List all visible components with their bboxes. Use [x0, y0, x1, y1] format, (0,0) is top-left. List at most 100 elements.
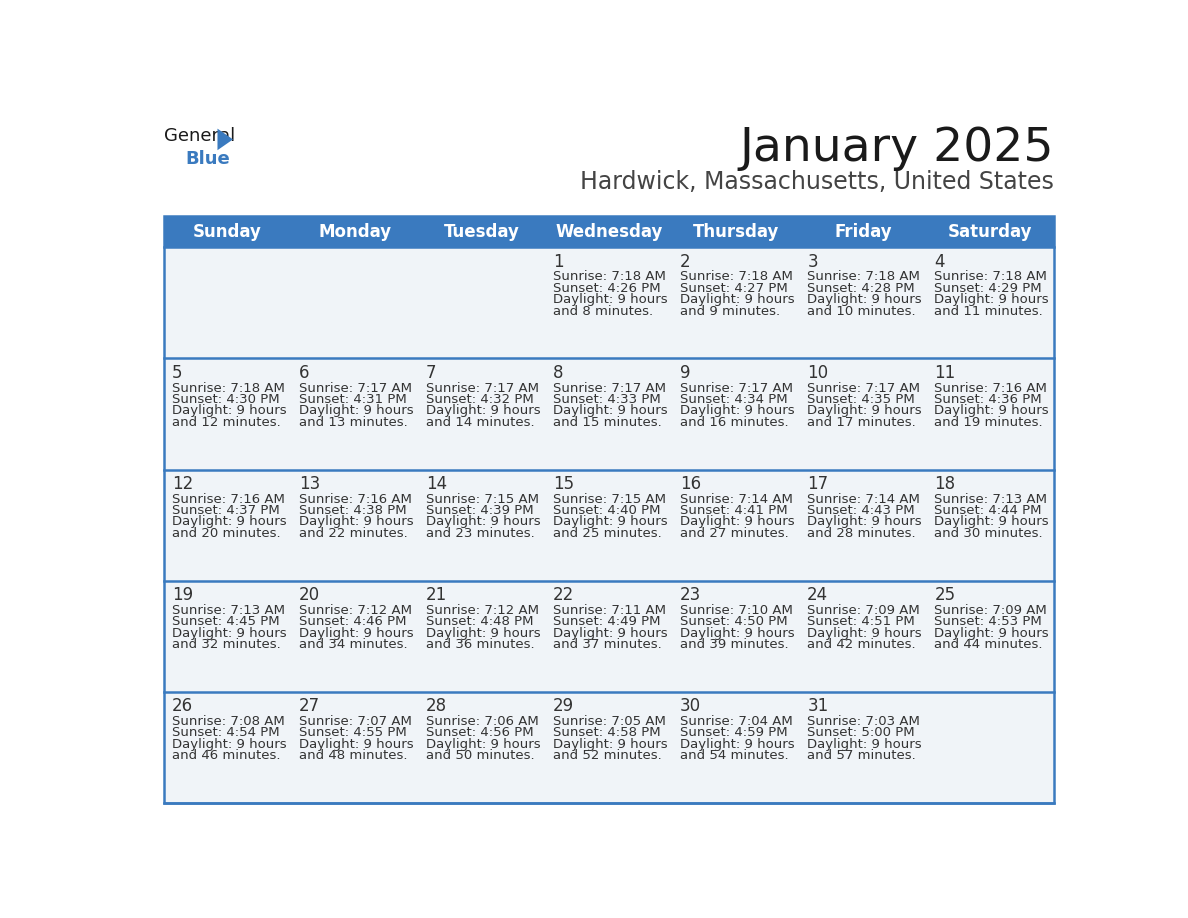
Text: Daylight: 9 hours: Daylight: 9 hours	[808, 516, 922, 529]
Text: Sunset: 4:53 PM: Sunset: 4:53 PM	[934, 615, 1042, 628]
Text: Daylight: 9 hours: Daylight: 9 hours	[808, 627, 922, 640]
Text: Sunset: 5:00 PM: Sunset: 5:00 PM	[808, 726, 915, 740]
Text: 13: 13	[299, 475, 320, 493]
Text: Sunset: 4:32 PM: Sunset: 4:32 PM	[426, 393, 533, 406]
Text: Daylight: 9 hours: Daylight: 9 hours	[681, 516, 795, 529]
Text: Sunrise: 7:05 AM: Sunrise: 7:05 AM	[554, 715, 666, 728]
Text: Daylight: 9 hours: Daylight: 9 hours	[808, 404, 922, 418]
Text: and 13 minutes.: and 13 minutes.	[299, 416, 407, 429]
Text: Daylight: 9 hours: Daylight: 9 hours	[554, 293, 668, 306]
Text: 19: 19	[172, 587, 192, 604]
Text: Sunrise: 7:18 AM: Sunrise: 7:18 AM	[934, 270, 1048, 284]
Text: Daylight: 9 hours: Daylight: 9 hours	[172, 627, 286, 640]
Text: Sunset: 4:27 PM: Sunset: 4:27 PM	[681, 282, 788, 295]
Text: and 12 minutes.: and 12 minutes.	[172, 416, 280, 429]
Text: Sunset: 4:51 PM: Sunset: 4:51 PM	[808, 615, 915, 628]
Text: Sunrise: 7:15 AM: Sunrise: 7:15 AM	[554, 493, 666, 506]
Text: and 16 minutes.: and 16 minutes.	[681, 416, 789, 429]
Text: Sunset: 4:35 PM: Sunset: 4:35 PM	[808, 393, 915, 406]
Text: 7: 7	[426, 364, 436, 382]
Text: 18: 18	[934, 475, 955, 493]
Text: 12: 12	[172, 475, 192, 493]
Text: 1: 1	[554, 252, 563, 271]
Text: and 44 minutes.: and 44 minutes.	[934, 638, 1043, 651]
Text: and 50 minutes.: and 50 minutes.	[426, 749, 535, 762]
Text: 5: 5	[172, 364, 182, 382]
Text: and 37 minutes.: and 37 minutes.	[554, 638, 662, 651]
Text: Sunset: 4:40 PM: Sunset: 4:40 PM	[554, 504, 661, 517]
Text: Sunset: 4:37 PM: Sunset: 4:37 PM	[172, 504, 279, 517]
Text: 25: 25	[934, 587, 955, 604]
Text: 20: 20	[299, 587, 320, 604]
Text: Sunrise: 7:04 AM: Sunrise: 7:04 AM	[681, 715, 792, 728]
Text: Sunset: 4:41 PM: Sunset: 4:41 PM	[681, 504, 788, 517]
Text: 9: 9	[681, 364, 690, 382]
Text: Daylight: 9 hours: Daylight: 9 hours	[681, 293, 795, 306]
Text: General: General	[164, 127, 235, 145]
Text: and 23 minutes.: and 23 minutes.	[426, 527, 535, 540]
Text: and 14 minutes.: and 14 minutes.	[426, 416, 535, 429]
Text: Tuesday: Tuesday	[444, 223, 519, 241]
Text: Sunset: 4:56 PM: Sunset: 4:56 PM	[426, 726, 533, 740]
Text: Sunrise: 7:13 AM: Sunrise: 7:13 AM	[934, 493, 1048, 506]
Text: Sunrise: 7:14 AM: Sunrise: 7:14 AM	[681, 493, 794, 506]
Text: Sunrise: 7:17 AM: Sunrise: 7:17 AM	[808, 382, 921, 395]
Text: 24: 24	[808, 587, 828, 604]
Text: Sunrise: 7:08 AM: Sunrise: 7:08 AM	[172, 715, 284, 728]
Text: Sunset: 4:45 PM: Sunset: 4:45 PM	[172, 615, 279, 628]
Text: and 39 minutes.: and 39 minutes.	[681, 638, 789, 651]
Text: Sunset: 4:44 PM: Sunset: 4:44 PM	[934, 504, 1042, 517]
Text: Sunset: 4:28 PM: Sunset: 4:28 PM	[808, 282, 915, 295]
Text: Sunset: 4:59 PM: Sunset: 4:59 PM	[681, 726, 788, 740]
Text: Daylight: 9 hours: Daylight: 9 hours	[934, 293, 1049, 306]
Text: Daylight: 9 hours: Daylight: 9 hours	[172, 516, 286, 529]
Text: Sunset: 4:43 PM: Sunset: 4:43 PM	[808, 504, 915, 517]
Text: January 2025: January 2025	[739, 126, 1054, 171]
Text: Sunrise: 7:17 AM: Sunrise: 7:17 AM	[426, 382, 539, 395]
Text: and 17 minutes.: and 17 minutes.	[808, 416, 916, 429]
Text: and 22 minutes.: and 22 minutes.	[299, 527, 407, 540]
Text: 3: 3	[808, 252, 817, 271]
Text: 4: 4	[934, 252, 944, 271]
Text: 27: 27	[299, 698, 320, 715]
Text: Daylight: 9 hours: Daylight: 9 hours	[426, 738, 541, 751]
Text: Sunrise: 7:17 AM: Sunrise: 7:17 AM	[299, 382, 412, 395]
Text: 16: 16	[681, 475, 701, 493]
Text: and 27 minutes.: and 27 minutes.	[681, 527, 789, 540]
Text: Sunrise: 7:10 AM: Sunrise: 7:10 AM	[681, 604, 794, 617]
Text: 28: 28	[426, 698, 447, 715]
Text: Sunrise: 7:18 AM: Sunrise: 7:18 AM	[681, 270, 794, 284]
Text: 14: 14	[426, 475, 447, 493]
Text: 23: 23	[681, 587, 701, 604]
Text: 6: 6	[299, 364, 309, 382]
Text: 26: 26	[172, 698, 192, 715]
Text: Sunset: 4:39 PM: Sunset: 4:39 PM	[426, 504, 533, 517]
Text: Sunrise: 7:17 AM: Sunrise: 7:17 AM	[681, 382, 794, 395]
Text: and 52 minutes.: and 52 minutes.	[554, 749, 662, 762]
Text: Sunset: 4:55 PM: Sunset: 4:55 PM	[299, 726, 406, 740]
Text: Sunrise: 7:06 AM: Sunrise: 7:06 AM	[426, 715, 538, 728]
Text: Daylight: 9 hours: Daylight: 9 hours	[299, 738, 413, 751]
Bar	[164, 217, 1054, 803]
Text: Sunrise: 7:12 AM: Sunrise: 7:12 AM	[426, 604, 539, 617]
Text: Sunset: 4:49 PM: Sunset: 4:49 PM	[554, 615, 661, 628]
Text: Daylight: 9 hours: Daylight: 9 hours	[172, 404, 286, 418]
Text: Daylight: 9 hours: Daylight: 9 hours	[299, 404, 413, 418]
Text: Sunset: 4:50 PM: Sunset: 4:50 PM	[681, 615, 788, 628]
Text: 22: 22	[554, 587, 574, 604]
Text: Daylight: 9 hours: Daylight: 9 hours	[554, 738, 668, 751]
Text: and 20 minutes.: and 20 minutes.	[172, 527, 280, 540]
Text: Sunrise: 7:09 AM: Sunrise: 7:09 AM	[808, 604, 920, 617]
Text: Friday: Friday	[834, 223, 892, 241]
Text: Daylight: 9 hours: Daylight: 9 hours	[172, 738, 286, 751]
Bar	[164, 358, 1054, 470]
Text: and 8 minutes.: and 8 minutes.	[554, 305, 653, 318]
Polygon shape	[217, 129, 233, 151]
Text: Sunset: 4:54 PM: Sunset: 4:54 PM	[172, 726, 279, 740]
Text: Sunset: 4:38 PM: Sunset: 4:38 PM	[299, 504, 406, 517]
Text: 31: 31	[808, 698, 828, 715]
Text: Daylight: 9 hours: Daylight: 9 hours	[426, 404, 541, 418]
Text: and 46 minutes.: and 46 minutes.	[172, 749, 280, 762]
Text: Daylight: 9 hours: Daylight: 9 hours	[681, 404, 795, 418]
Text: Daylight: 9 hours: Daylight: 9 hours	[554, 404, 668, 418]
